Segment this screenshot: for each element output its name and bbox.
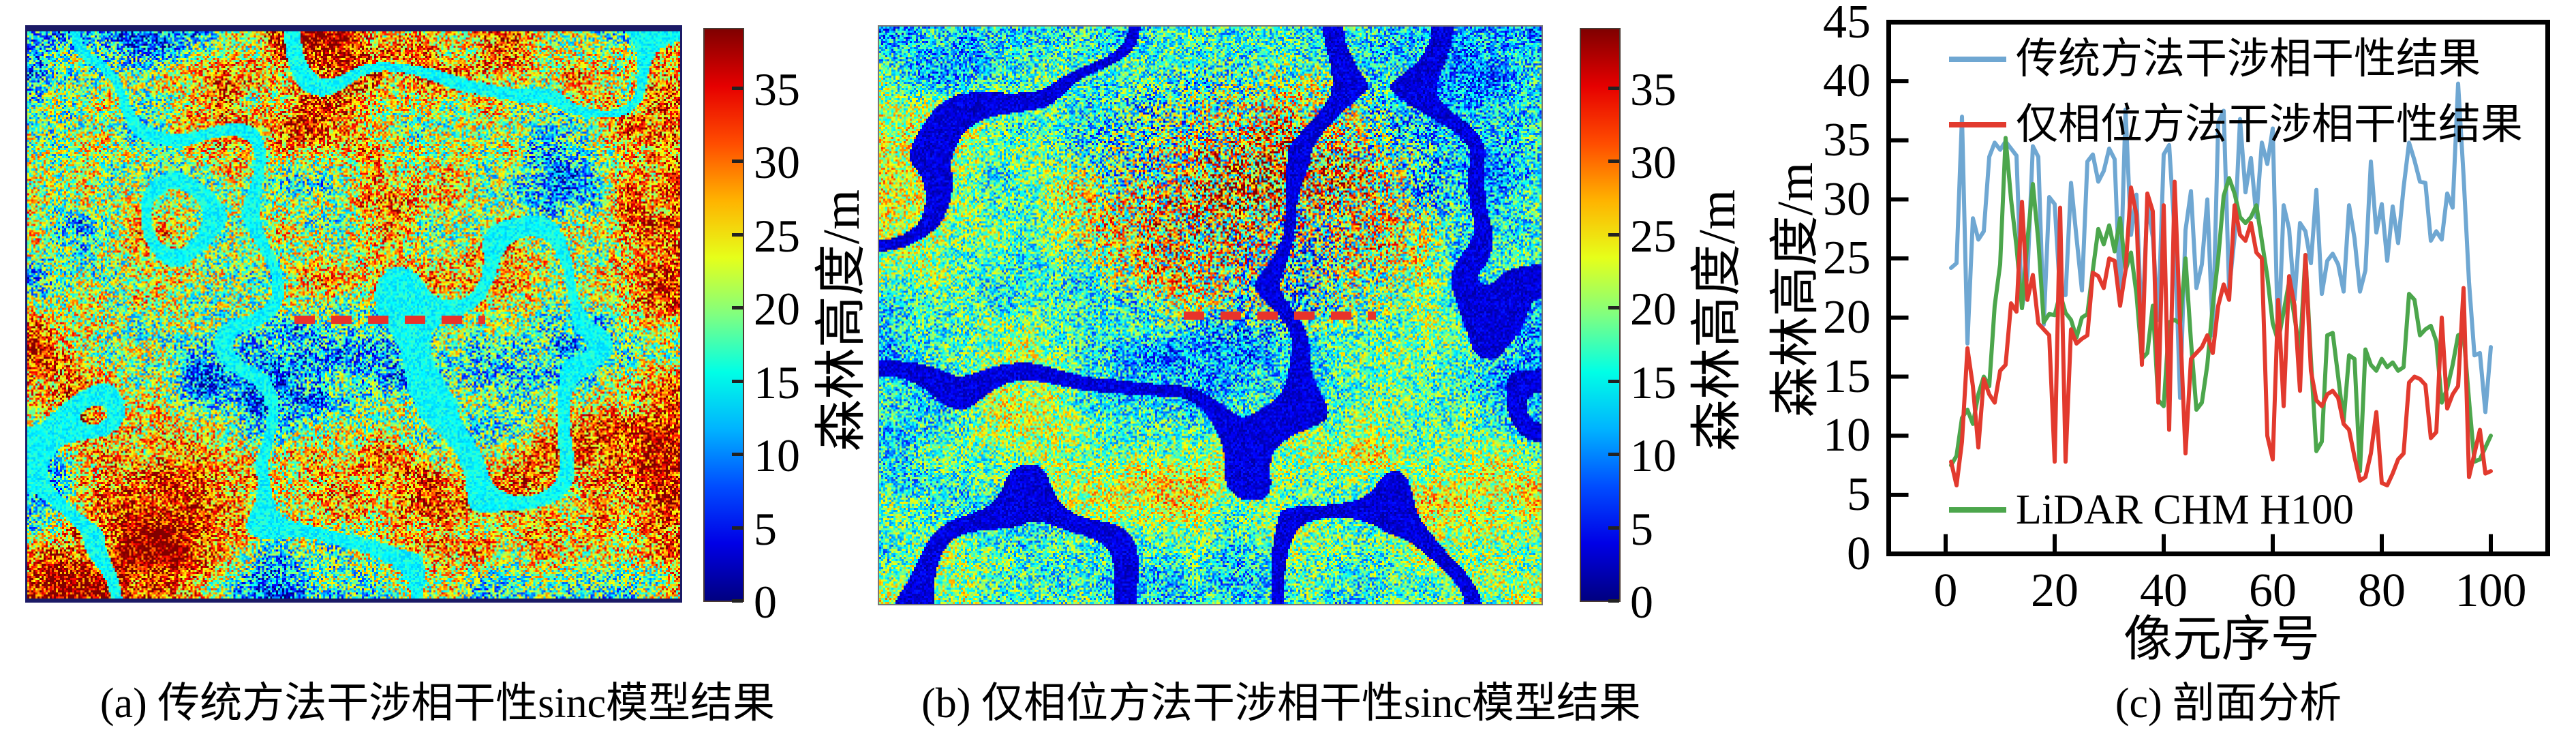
profile-dashed-line-a: [294, 316, 485, 324]
x-tick-label: 80: [2358, 564, 2406, 617]
legend-label-series-2: 仅相位方法干涉相干性结果: [2016, 102, 2523, 148]
colorbar-tick-mark: [1608, 160, 1619, 164]
x-tick-label: 20: [2031, 564, 2079, 617]
colorbar-tick-label: 25: [754, 209, 800, 262]
caption-panel-a: (a) 传统方法干涉相干性sinc模型结果: [99, 680, 776, 727]
colorbar-tick-mark: [732, 306, 743, 310]
colorbar-tick-label: 5: [754, 502, 777, 555]
colorbar-tick-label: 10: [754, 429, 800, 482]
colorbar-tick-label: 0: [754, 576, 777, 628]
y-tick-label: 20: [1823, 290, 1871, 344]
colorbar-tick-mark: [1608, 232, 1619, 237]
y-tick-label: 15: [1823, 350, 1871, 403]
y-tick-label: 40: [1823, 55, 1871, 108]
colorbar-tick-label: 20: [754, 283, 800, 335]
series-line-3: [1949, 136, 2493, 474]
heatmap-b-panel: [878, 25, 1543, 605]
colorbar-tick-mark: [1608, 453, 1619, 457]
x-tick-label: 60: [2249, 564, 2297, 617]
heatmap-a-panel: [25, 25, 682, 603]
colorbar-tick-mark: [1608, 379, 1619, 383]
colorbar-tick-mark: [732, 379, 743, 383]
y-tick-label: 25: [1823, 232, 1871, 285]
colorbar-tick-label: 0: [1630, 576, 1653, 628]
x-tick-label: 100: [2455, 564, 2527, 617]
y-tick-label: 45: [1823, 0, 1871, 48]
colorbar-tick-label: 10: [1630, 429, 1676, 482]
colorbar-a: [703, 28, 744, 603]
chart-x-axis-label: 像元序号: [2123, 612, 2320, 667]
colorbar-tick-label: 30: [1630, 136, 1676, 189]
colorbar-tick-mark: [1608, 526, 1619, 530]
profile-dashed-line-b: [1184, 312, 1376, 320]
y-tick-label: 5: [1847, 468, 1871, 521]
colorbar-tick-label: 15: [1630, 356, 1676, 408]
y-tick-label: 10: [1823, 409, 1871, 462]
chart-spine: [1886, 20, 2550, 556]
colorbar-b: [1580, 28, 1621, 603]
y-tick-label: 35: [1823, 113, 1871, 166]
x-tick-label: 0: [1933, 564, 1958, 617]
legend-label-series-3: LiDAR CHM H100: [2016, 487, 2354, 533]
colorbar-tick-mark: [1608, 599, 1619, 603]
x-tick-label: 40: [2140, 564, 2188, 617]
colorbar-tick-mark: [732, 526, 743, 530]
heatmap-a-image: [25, 25, 682, 603]
colorbar-tick-label: 15: [754, 356, 800, 408]
colorbar-tick-label: 20: [1630, 283, 1676, 335]
colorbar-b-axis-label: 森林高度/m: [1689, 189, 1746, 452]
colorbar-a-axis-label: 森林高度/m: [813, 189, 870, 452]
chart-y-axis-label: 森林高度/m: [1768, 162, 1824, 418]
legend-label-series-1: 传统方法干涉相干性结果: [2016, 36, 2481, 82]
series-line-1: [1949, 81, 2493, 414]
colorbar-tick-mark: [1608, 86, 1619, 90]
caption-panel-c: (c) 剖面分析: [2115, 680, 2342, 727]
colorbar-tick-label: 5: [1630, 502, 1653, 555]
colorbar-tick-mark: [732, 599, 743, 603]
colorbar-tick-label: 25: [1630, 209, 1676, 262]
colorbar-tick-label: 35: [1630, 63, 1676, 115]
colorbar-tick-mark: [732, 86, 743, 90]
colorbar-tick-mark: [732, 160, 743, 164]
colorbar-tick-mark: [732, 453, 743, 457]
colorbar-tick-label: 30: [754, 136, 800, 189]
caption-panel-b: (b) 仅相位方法干涉相干性sinc模型结果: [921, 680, 1641, 727]
series-line-2: [1949, 179, 2493, 487]
colorbar-tick-mark: [1608, 306, 1619, 310]
colorbar-tick-mark: [732, 232, 743, 237]
y-tick-label: 0: [1847, 527, 1871, 580]
colorbar-tick-label: 35: [754, 63, 800, 115]
y-tick-label: 30: [1823, 172, 1871, 226]
